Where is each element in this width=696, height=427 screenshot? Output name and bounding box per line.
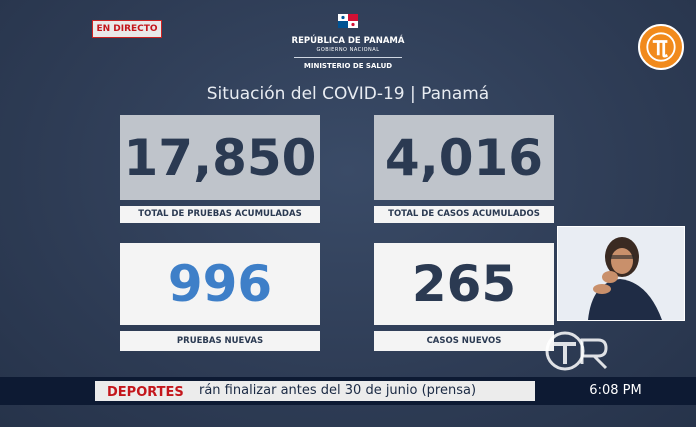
- ministry-name: MINISTERIO DE SALUD: [303, 62, 393, 70]
- sign-language-interpreter: [557, 226, 685, 321]
- panama-flag-icon: [338, 14, 358, 28]
- ticker-section-label: DEPORTES: [107, 385, 184, 400]
- stat-label: PRUEBAS NUEVAS: [120, 331, 320, 351]
- ticker-section: DEPORTES: [95, 381, 195, 401]
- stat-value: 4,016: [374, 115, 554, 200]
- ticker-time: 6:08 PM: [535, 381, 696, 401]
- stat-card-new-tests: 996 PRUEBAS NUEVAS: [120, 243, 320, 351]
- live-badge: EN DIRECTO: [92, 20, 162, 38]
- interpreter-figure-icon: [558, 227, 684, 320]
- stat-value: 265: [374, 243, 554, 325]
- government-name: REPÚBLICA DE PANAMÁ: [291, 36, 405, 46]
- tvn-logo-icon: [638, 24, 684, 70]
- stat-card-total-tests: 17,850 TOTAL DE PRUEBAS ACUMULADAS: [120, 115, 320, 223]
- government-header: REPÚBLICA DE PANAMÁ GOBIERNO NACIONAL MI…: [280, 10, 416, 74]
- divider: [294, 57, 402, 58]
- stat-card-new-cases: 265 CASOS NUEVOS: [374, 243, 554, 351]
- stat-value: 17,850: [120, 115, 320, 200]
- tvr-watermark-icon: [545, 331, 608, 371]
- stat-label: CASOS NUEVOS: [374, 331, 554, 351]
- government-subtitle: GOBIERNO NACIONAL: [316, 47, 380, 53]
- page-title: Situación del COVID-19 | Panamá: [206, 84, 490, 104]
- stat-label: TOTAL DE PRUEBAS ACUMULADAS: [120, 206, 320, 223]
- stat-card-total-cases: 4,016 TOTAL DE CASOS ACUMULADOS: [374, 115, 554, 223]
- stat-value: 996: [120, 243, 320, 325]
- ticker-headline: rán finalizar antes del 30 de junio (pre…: [195, 381, 535, 401]
- stat-label: TOTAL DE CASOS ACUMULADOS: [374, 206, 554, 223]
